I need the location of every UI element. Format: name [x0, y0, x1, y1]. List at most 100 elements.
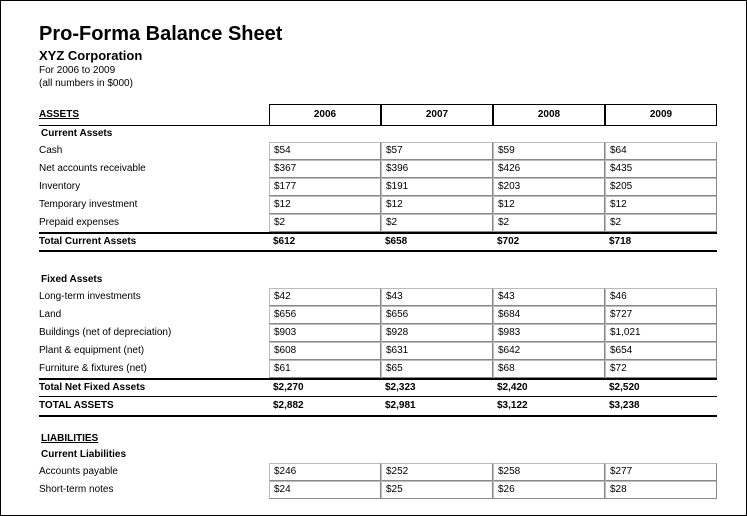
cell: $28 [605, 481, 717, 499]
cell: $2 [269, 214, 381, 232]
cell: $435 [605, 160, 717, 178]
cell: $2,882 [269, 396, 381, 417]
row-label: Land [39, 306, 269, 324]
cell: $631 [381, 342, 493, 360]
cell: $684 [493, 306, 605, 324]
cell: $57 [381, 142, 493, 160]
section-label: Current Assets [39, 126, 269, 142]
section-label: Fixed Assets [39, 272, 269, 288]
cell: $12 [269, 196, 381, 214]
table-row: Net accounts receivable$367$396$426$435 [39, 160, 717, 178]
cell: $718 [605, 232, 717, 252]
row-label: Prepaid expenses [39, 214, 269, 232]
cell: $54 [269, 142, 381, 160]
cell: $608 [269, 342, 381, 360]
section-heading: Current Liabilities [39, 447, 717, 463]
cell: $203 [493, 178, 605, 196]
table-row: Short-term notes$24$25$26$28 [39, 481, 717, 499]
cell: $2 [605, 214, 717, 232]
cell: $3,122 [493, 396, 605, 417]
cell: $658 [381, 232, 493, 252]
page-title: Pro-Forma Balance Sheet [39, 23, 714, 46]
table-row: Long-term investments$42$43$43$46 [39, 288, 717, 306]
year-header: 2008 [493, 104, 605, 126]
row-label: Furniture & fixtures (net) [39, 360, 269, 378]
table-row: Inventory$177$191$203$205 [39, 178, 717, 196]
table-row: Accounts payable$246$252$258$277 [39, 463, 717, 481]
table-row: Furniture & fixtures (net)$61$65$68$72 [39, 360, 717, 378]
year-header: 2006 [269, 104, 381, 126]
table-row: Plant & equipment (net)$608$631$642$654 [39, 342, 717, 360]
total-row: Total Current Assets$612$658$702$718 [39, 232, 717, 252]
assets-heading: ASSETS [39, 109, 79, 120]
cell: $59 [493, 142, 605, 160]
table-row: Buildings (net of depreciation)$903$928$… [39, 324, 717, 342]
cell: $426 [493, 160, 605, 178]
table-row: Land$656$656$684$727 [39, 306, 717, 324]
company-name: XYZ Corporation [39, 48, 714, 63]
row-label: Accounts payable [39, 463, 269, 481]
cell: $68 [493, 360, 605, 378]
cell: $928 [381, 324, 493, 342]
grand-total-row: TOTAL ASSETS$2,882$2,981$3,122$3,238 [39, 396, 717, 417]
cell: $2,270 [269, 378, 381, 396]
section-label: Current Liabilities [39, 447, 269, 463]
cell: $252 [381, 463, 493, 481]
cell: $396 [381, 160, 493, 178]
cell: $61 [269, 360, 381, 378]
cell: $2,981 [381, 396, 493, 417]
cell: $177 [269, 178, 381, 196]
row-label: Short-term notes [39, 481, 269, 499]
cell: $42 [269, 288, 381, 306]
cell: $3,238 [605, 396, 717, 417]
cell: $2,520 [605, 378, 717, 396]
row-label: TOTAL ASSETS [39, 396, 269, 417]
cell: $656 [381, 306, 493, 324]
subtotal-row: Total Net Fixed Assets$2,270$2,323$2,420… [39, 378, 717, 396]
header-row: ASSETS 2006 2007 2008 2009 [39, 104, 717, 126]
row-label: Total Net Fixed Assets [39, 378, 269, 396]
period-text: For 2006 to 2009 [39, 64, 714, 77]
cell: $367 [269, 160, 381, 178]
section-heading: Current Assets [39, 126, 717, 142]
cell: $727 [605, 306, 717, 324]
units-note: (all numbers in $000) [39, 77, 714, 90]
cell: $2,420 [493, 378, 605, 396]
liabilities-heading: LIABILITIES [41, 433, 98, 444]
cell: $25 [381, 481, 493, 499]
row-label: Temporary investment [39, 196, 269, 214]
cell: $24 [269, 481, 381, 499]
cell: $983 [493, 324, 605, 342]
row-label: Long-term investments [39, 288, 269, 306]
cell: $612 [269, 232, 381, 252]
cell: $642 [493, 342, 605, 360]
cell: $46 [605, 288, 717, 306]
section-heading: Fixed Assets [39, 272, 717, 288]
row-label: Total Current Assets [39, 232, 269, 252]
cell: $43 [381, 288, 493, 306]
year-header: 2007 [381, 104, 493, 126]
cell: $12 [605, 196, 717, 214]
cell: $2,323 [381, 378, 493, 396]
cell: $2 [381, 214, 493, 232]
cell: $191 [381, 178, 493, 196]
cell: $654 [605, 342, 717, 360]
cell: $43 [493, 288, 605, 306]
cell: $12 [381, 196, 493, 214]
table-row: Temporary investment$12$12$12$12 [39, 196, 717, 214]
table-row: Prepaid expenses$2$2$2$2 [39, 214, 717, 232]
row-label: Buildings (net of depreciation) [39, 324, 269, 342]
cell: $903 [269, 324, 381, 342]
cell: $2 [493, 214, 605, 232]
cell: $72 [605, 360, 717, 378]
row-label: Plant & equipment (net) [39, 342, 269, 360]
row-label: Inventory [39, 178, 269, 196]
cell: $1,021 [605, 324, 717, 342]
cell: $702 [493, 232, 605, 252]
cell: $205 [605, 178, 717, 196]
cell: $12 [493, 196, 605, 214]
cell: $656 [269, 306, 381, 324]
cell: $277 [605, 463, 717, 481]
cell: $246 [269, 463, 381, 481]
year-header: 2009 [605, 104, 717, 126]
